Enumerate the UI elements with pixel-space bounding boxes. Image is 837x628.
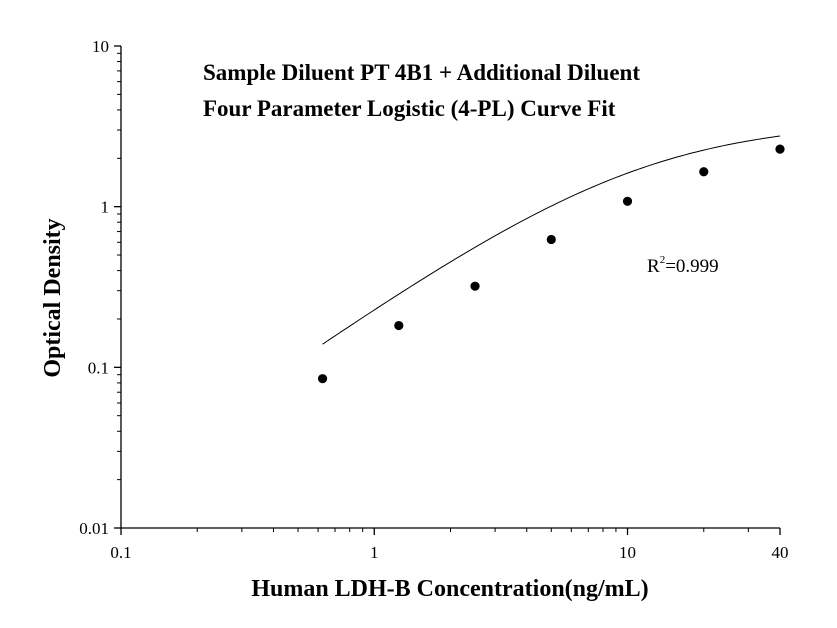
chart-title-line-2: Four Parameter Logistic (4-PL) Curve Fit [203, 96, 616, 121]
x-tick-label: 0.1 [110, 543, 131, 562]
chart-title-line-1: Sample Diluent PT 4B1 + Additional Dilue… [203, 60, 640, 85]
x-axis-title: Human LDH-B Concentration(ng/mL) [251, 576, 648, 602]
fit-curve [322, 135, 781, 345]
data-point [394, 320, 404, 331]
data-point [317, 374, 328, 384]
fit-curve-layer [322, 135, 781, 345]
x-tick-label: 10 [619, 543, 636, 562]
y-tick-label: 10 [92, 37, 109, 56]
r-squared-annotation: R2=0.999 [647, 254, 719, 277]
x-tick-label: 40 [772, 543, 789, 562]
x-tick-label: 1 [370, 543, 379, 562]
y-tick-label: 1 [101, 198, 110, 217]
r-squared-base: R [647, 256, 660, 277]
r-squared-value: =0.999 [665, 256, 718, 277]
data-points [317, 144, 785, 384]
data-point [470, 281, 480, 291]
y-axis-title: Optical Density [40, 218, 66, 377]
y-tick-label: 0.01 [79, 519, 109, 538]
data-point [775, 144, 785, 154]
data-point [699, 167, 709, 177]
y-tick-label: 0.1 [88, 358, 109, 377]
data-point [622, 196, 633, 206]
r-squared-sup: 2 [660, 254, 666, 266]
data-point [546, 234, 556, 245]
